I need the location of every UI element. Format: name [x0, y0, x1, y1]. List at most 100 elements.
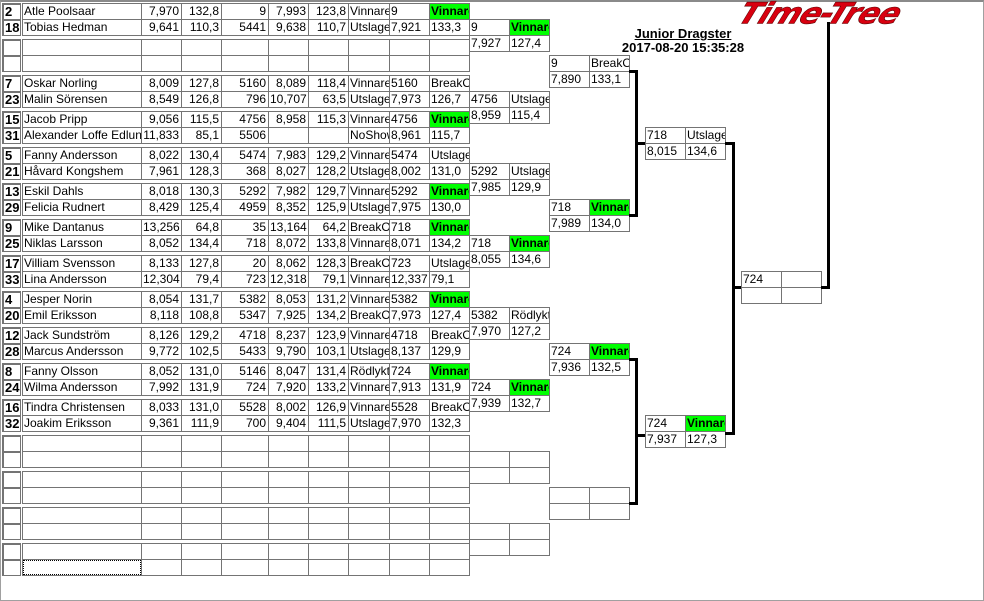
racer-speed2[interactable] — [308, 523, 349, 540]
racer-et2[interactable]: 7,993 — [268, 3, 309, 20]
round1-match-number[interactable]: 5382 — [389, 291, 430, 308]
racer-et[interactable]: 9,641 — [141, 19, 182, 36]
round1-match-number[interactable] — [389, 507, 430, 524]
racer-name[interactable]: Oskar Norling — [22, 75, 142, 92]
round2-match-et[interactable]: 8,959 — [469, 107, 510, 124]
racer-num[interactable]: 4718 — [221, 327, 269, 344]
racer-et[interactable]: 9,772 — [141, 343, 182, 360]
round1-match-number[interactable] — [389, 543, 430, 560]
racer-speed[interactable]: 130,4 — [181, 147, 222, 164]
racer-num[interactable]: 5474 — [221, 147, 269, 164]
final-match-number[interactable]: 724 — [741, 271, 782, 288]
round3-match-speed[interactable]: 133,1 — [589, 71, 630, 88]
racer-speed2[interactable]: 128,3 — [308, 255, 349, 272]
racer-speed[interactable]: 131,9 — [181, 379, 222, 396]
racer-et2[interactable] — [268, 127, 309, 144]
round2-match-speed[interactable]: 115,4 — [509, 107, 550, 124]
racer-name[interactable]: Alexander Loffe Edlund — [22, 127, 142, 144]
racer-status[interactable]: Vinnare — [348, 399, 390, 416]
racer-et[interactable]: 8,549 — [141, 91, 182, 108]
final-match-et[interactable] — [741, 287, 782, 304]
round1-match-speed[interactable] — [429, 559, 470, 576]
racer-speed[interactable] — [181, 39, 222, 56]
round2-match-status[interactable]: Vinnare — [509, 379, 550, 396]
racer-et2[interactable] — [268, 55, 309, 72]
racer-num[interactable] — [221, 543, 269, 560]
racer-speed2[interactable]: 103,1 — [308, 343, 349, 360]
racer-speed[interactable]: 110,3 — [181, 19, 222, 36]
racer-et[interactable] — [141, 507, 182, 524]
round2-match-speed[interactable] — [509, 539, 550, 556]
racer-status[interactable]: Vinnare — [348, 147, 390, 164]
racer-et[interactable] — [141, 451, 182, 468]
racer-name[interactable]: Niklas Larsson — [22, 235, 142, 252]
racer-status[interactable]: Utslagen — [348, 343, 390, 360]
racer-et[interactable]: 8,118 — [141, 307, 182, 324]
round1-match-status[interactable]: Vinnare — [429, 3, 470, 20]
racer-et2[interactable] — [268, 559, 309, 576]
round3-match-speed[interactable]: 132,5 — [589, 359, 630, 376]
racer-num[interactable]: 5433 — [221, 343, 269, 360]
round1-match-status[interactable]: Vinnare — [429, 363, 470, 380]
round1-match-status[interactable]: Vinnare — [429, 219, 470, 236]
racer-speed2[interactable] — [308, 127, 349, 144]
racer-speed[interactable]: 115,5 — [181, 111, 222, 128]
round1-match-et[interactable]: 12,337 — [389, 271, 430, 288]
racer-num[interactable]: 5506 — [221, 127, 269, 144]
racer-et2[interactable]: 8,237 — [268, 327, 309, 344]
racer-et[interactable]: 8,052 — [141, 363, 182, 380]
round1-match-status[interactable]: BreakOut — [429, 75, 470, 92]
round1-match-speed[interactable]: 131,9 — [429, 379, 470, 396]
round1-match-speed[interactable] — [429, 523, 470, 540]
round2-match-status[interactable]: Vinnare — [509, 19, 550, 36]
racer-speed2[interactable] — [308, 507, 349, 524]
round4-match-speed[interactable]: 134,6 — [685, 143, 726, 160]
racer-name[interactable]: Wilma Andersson — [22, 379, 142, 396]
round1-match-status[interactable]: Vinnare — [429, 291, 470, 308]
racer-et[interactable]: 11,833 — [141, 127, 182, 144]
round1-match-status[interactable] — [429, 507, 470, 524]
racer-et2[interactable]: 8,047 — [268, 363, 309, 380]
racer-name[interactable]: Tobias Hedman — [22, 19, 142, 36]
racer-speed[interactable]: 126,8 — [181, 91, 222, 108]
round1-match-status[interactable]: Vinnare — [429, 111, 470, 128]
round1-match-speed[interactable]: 134,2 — [429, 235, 470, 252]
racer-name[interactable]: Villiam Svensson — [22, 255, 142, 272]
round2-match-et[interactable]: 7,927 — [469, 35, 510, 52]
round2-match-status[interactable]: Utslagen — [509, 163, 550, 180]
round1-match-status[interactable]: BreakOut — [429, 399, 470, 416]
racer-et[interactable] — [141, 471, 182, 488]
round1-match-et[interactable] — [389, 523, 430, 540]
racer-speed[interactable] — [181, 435, 222, 452]
racer-et[interactable]: 8,133 — [141, 255, 182, 272]
round1-match-et[interactable]: 7,970 — [389, 415, 430, 432]
round1-match-number[interactable]: 718 — [389, 219, 430, 236]
round3-match-et[interactable]: 7,890 — [549, 71, 590, 88]
round1-match-number[interactable]: 5528 — [389, 399, 430, 416]
racer-speed2[interactable] — [308, 471, 349, 488]
racer-num[interactable]: 4959 — [221, 199, 269, 216]
racer-et2[interactable] — [268, 471, 309, 488]
racer-num[interactable]: 5382 — [221, 291, 269, 308]
racer-speed[interactable]: 128,3 — [181, 163, 222, 180]
racer-speed[interactable] — [181, 471, 222, 488]
final-match-status[interactable] — [781, 271, 822, 288]
racer-num[interactable]: 20 — [221, 255, 269, 272]
racer-et2[interactable] — [268, 39, 309, 56]
round1-match-number[interactable]: 9 — [389, 3, 430, 20]
round4-match-status[interactable]: Utslagen — [685, 127, 726, 144]
round1-match-et[interactable] — [389, 451, 430, 468]
round3-match-status[interactable]: Vinnare — [589, 199, 630, 216]
round1-match-speed[interactable]: 126,7 — [429, 91, 470, 108]
round1-match-number[interactable]: 5474 — [389, 147, 430, 164]
round2-match-status[interactable] — [509, 451, 550, 468]
racer-speed[interactable]: 125,4 — [181, 199, 222, 216]
racer-speed[interactable]: 130,3 — [181, 183, 222, 200]
final-match-speed[interactable] — [781, 287, 822, 304]
round2-match-status[interactable]: Utslagen — [509, 91, 550, 108]
round3-match-status[interactable]: Vinnare — [589, 343, 630, 360]
racer-et2[interactable]: 10,707 — [268, 91, 309, 108]
racer-speed[interactable] — [181, 55, 222, 72]
racer-et[interactable]: 8,009 — [141, 75, 182, 92]
racer-name[interactable] — [22, 559, 142, 576]
